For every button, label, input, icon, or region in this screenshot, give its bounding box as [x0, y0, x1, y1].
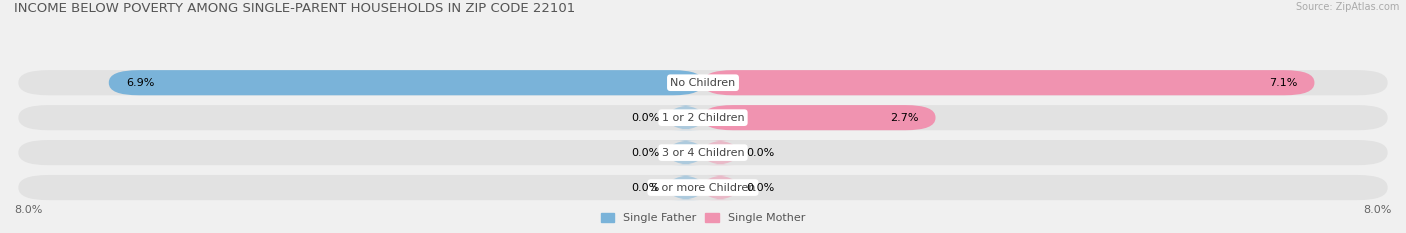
Text: 0.0%: 0.0%: [747, 148, 775, 158]
Text: 8.0%: 8.0%: [14, 205, 42, 215]
FancyBboxPatch shape: [18, 70, 1388, 95]
FancyBboxPatch shape: [669, 105, 703, 130]
FancyBboxPatch shape: [703, 70, 1315, 95]
Text: 5 or more Children: 5 or more Children: [651, 183, 755, 192]
Text: No Children: No Children: [671, 78, 735, 88]
Text: 8.0%: 8.0%: [1364, 205, 1392, 215]
Text: 2.7%: 2.7%: [890, 113, 918, 123]
FancyBboxPatch shape: [703, 175, 738, 200]
FancyBboxPatch shape: [18, 175, 1388, 200]
Text: 0.0%: 0.0%: [747, 183, 775, 192]
Text: 0.0%: 0.0%: [631, 148, 659, 158]
FancyBboxPatch shape: [703, 140, 738, 165]
Text: 1 or 2 Children: 1 or 2 Children: [662, 113, 744, 123]
Text: Source: ZipAtlas.com: Source: ZipAtlas.com: [1295, 2, 1399, 12]
FancyBboxPatch shape: [669, 175, 703, 200]
Text: INCOME BELOW POVERTY AMONG SINGLE-PARENT HOUSEHOLDS IN ZIP CODE 22101: INCOME BELOW POVERTY AMONG SINGLE-PARENT…: [14, 2, 575, 15]
Text: 0.0%: 0.0%: [631, 113, 659, 123]
Text: 6.9%: 6.9%: [127, 78, 155, 88]
Text: 0.0%: 0.0%: [631, 183, 659, 192]
Legend: Single Father, Single Mother: Single Father, Single Mother: [596, 208, 810, 227]
FancyBboxPatch shape: [18, 140, 1388, 165]
FancyBboxPatch shape: [108, 70, 703, 95]
Text: 7.1%: 7.1%: [1268, 78, 1298, 88]
FancyBboxPatch shape: [18, 105, 1388, 130]
FancyBboxPatch shape: [703, 105, 935, 130]
Text: 3 or 4 Children: 3 or 4 Children: [662, 148, 744, 158]
FancyBboxPatch shape: [669, 140, 703, 165]
